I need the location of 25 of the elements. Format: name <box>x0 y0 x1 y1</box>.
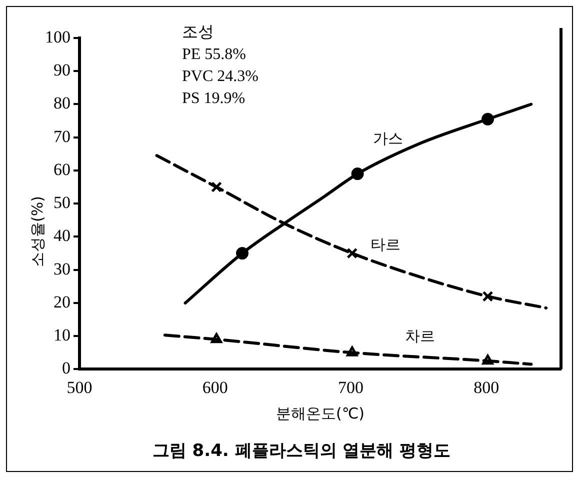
annotation: 조성 <box>182 23 215 43</box>
y-tick-label: 60 <box>54 160 70 179</box>
y-tick-label: 70 <box>54 126 70 146</box>
y-tick-label: 50 <box>54 193 70 212</box>
y-tick-label: 10 <box>54 326 70 345</box>
y-tick-label: 30 <box>54 259 70 278</box>
y-tick-label: 20 <box>54 292 70 312</box>
y-axis-title: 소성율(%) <box>28 195 48 269</box>
annotation: PS 19.9% <box>182 89 246 109</box>
x-axis-title: 분해온도(℃) <box>276 404 365 422</box>
series-label: 가스 <box>373 129 404 148</box>
x-tick-label: 500 <box>66 378 92 397</box>
annotation: PE 55.8% <box>182 45 247 65</box>
text: 그림 8.4. 폐플라스틱의 열분해 평형도 <box>152 441 451 462</box>
y-tick-label: 40 <box>54 226 70 246</box>
x-tick-label: 600 <box>202 378 228 397</box>
y-tick-label: 90 <box>54 60 70 80</box>
y-tick-label: 0 <box>62 358 70 378</box>
series-label: 타르 <box>370 235 400 254</box>
series-label: 차르 <box>404 327 435 346</box>
x-tick-label: 800 <box>474 378 500 397</box>
y-tick-label: 80 <box>54 94 70 113</box>
x-tick-label: 700 <box>338 378 364 397</box>
y-tick-label: 100 <box>45 27 70 46</box>
annotation: PVC 24.3% <box>182 67 258 87</box>
